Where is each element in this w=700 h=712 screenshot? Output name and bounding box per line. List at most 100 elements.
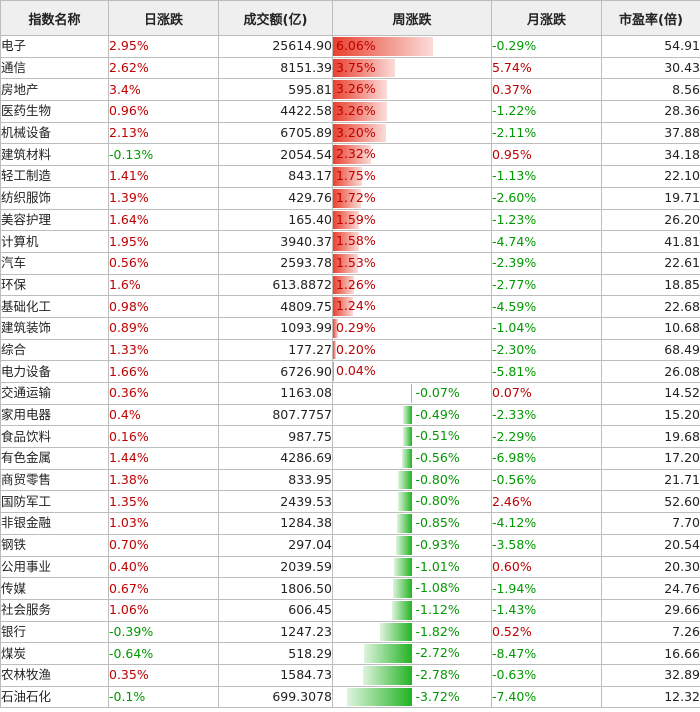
sector-name: 国防军工 bbox=[0, 490, 109, 514]
pe-ratio: 15.20 bbox=[601, 403, 700, 427]
week-change-bar bbox=[393, 579, 412, 598]
sector-name: 社会服务 bbox=[0, 598, 109, 622]
week-change-bar bbox=[398, 470, 412, 490]
pe-ratio: 18.85 bbox=[601, 273, 700, 297]
sector-name: 建筑材料 bbox=[0, 143, 109, 167]
week-change-cell: 1.75% bbox=[332, 165, 492, 188]
week-change-bar bbox=[333, 275, 354, 295]
trade-volume: 987.75 bbox=[218, 425, 333, 449]
week-change-value: -0.80% bbox=[415, 471, 460, 487]
sector-name: 交通运输 bbox=[0, 382, 109, 405]
table-row: 交通运输 0.36% 1163.08 -0.07% 0.07% 14.52 bbox=[0, 382, 700, 405]
trade-volume: 25614.90 bbox=[218, 35, 333, 58]
week-change-cell: -0.93% bbox=[332, 533, 492, 557]
week-change-cell: -1.12% bbox=[332, 598, 492, 622]
table-row: 基础化工 0.98% 4809.75 1.24% -4.59% 22.68 bbox=[0, 295, 700, 318]
week-change-bar bbox=[333, 58, 395, 78]
header-name: 指数名称 bbox=[0, 0, 109, 36]
week-change-cell: 6.06% bbox=[332, 35, 492, 58]
table-row: 建筑材料 -0.13% 2054.54 2.32% 0.95% 34.18 bbox=[0, 143, 700, 167]
month-change: 0.52% bbox=[491, 620, 602, 644]
week-change-cell: 2.32% bbox=[332, 143, 492, 167]
sector-name: 农林牧渔 bbox=[0, 663, 109, 687]
week-change-cell: -1.01% bbox=[332, 555, 492, 579]
week-change-bar bbox=[380, 622, 412, 642]
trade-volume: 165.40 bbox=[218, 208, 333, 232]
week-change-cell: -2.72% bbox=[332, 642, 492, 665]
month-change: -6.98% bbox=[491, 447, 602, 470]
pe-ratio: 22.10 bbox=[601, 165, 700, 188]
week-change-bar bbox=[333, 123, 386, 143]
month-change: 0.37% bbox=[491, 78, 602, 102]
trade-volume: 2593.78 bbox=[218, 251, 333, 275]
day-change: 3.4% bbox=[108, 78, 219, 102]
month-change: 5.74% bbox=[491, 56, 602, 80]
pe-ratio: 28.36 bbox=[601, 100, 700, 123]
table-row: 综合 1.33% 177.27 0.20% -2.30% 68.49 bbox=[0, 338, 700, 362]
week-change-value: -2.72% bbox=[415, 645, 460, 661]
week-change-value: 0.04% bbox=[336, 363, 376, 379]
day-change: 1.66% bbox=[108, 360, 219, 383]
trade-volume: 1584.73 bbox=[218, 663, 333, 687]
week-change-cell: 3.26% bbox=[332, 100, 492, 123]
trade-volume: 833.95 bbox=[218, 468, 333, 492]
week-change-bar bbox=[410, 384, 412, 403]
week-change-bar bbox=[397, 514, 412, 533]
week-change-bar bbox=[347, 687, 412, 707]
week-change-cell: -3.72% bbox=[332, 685, 492, 709]
day-change: 1.03% bbox=[108, 512, 219, 535]
week-change-cell: -1.08% bbox=[332, 577, 492, 600]
week-change-cell: 0.04% bbox=[332, 360, 492, 383]
week-change-value: -0.51% bbox=[415, 428, 460, 444]
pe-ratio: 24.76 bbox=[601, 577, 700, 600]
month-change: -7.40% bbox=[491, 685, 602, 709]
week-change-bar bbox=[363, 665, 412, 685]
day-change: 0.40% bbox=[108, 555, 219, 579]
day-change: 0.89% bbox=[108, 316, 219, 340]
table-row: 商贸零售 1.38% 833.95 -0.80% -0.56% 21.71 bbox=[0, 468, 700, 492]
header-week-change: 周涨跌 bbox=[332, 0, 492, 36]
month-change: -2.30% bbox=[491, 338, 602, 362]
week-change-cell: -0.49% bbox=[332, 403, 492, 427]
week-change-value: 3.26% bbox=[336, 81, 376, 97]
week-change-value: -0.80% bbox=[415, 493, 460, 509]
month-change: -5.81% bbox=[491, 360, 602, 383]
week-change-cell: 3.20% bbox=[332, 121, 492, 145]
trade-volume: 807.7757 bbox=[218, 403, 333, 427]
pe-ratio: 7.26 bbox=[601, 620, 700, 644]
day-change: 2.95% bbox=[108, 35, 219, 58]
week-change-value: 6.06% bbox=[336, 38, 376, 53]
pe-ratio: 32.89 bbox=[601, 663, 700, 687]
day-change: 1.06% bbox=[108, 598, 219, 622]
month-change: -0.29% bbox=[491, 35, 602, 58]
pe-ratio: 54.91 bbox=[601, 35, 700, 58]
week-change-bar bbox=[394, 557, 412, 577]
sector-name: 美容护理 bbox=[0, 208, 109, 232]
week-change-bar bbox=[333, 188, 362, 208]
week-change-cell: -0.07% bbox=[332, 382, 492, 405]
month-change: 0.95% bbox=[491, 143, 602, 167]
week-change-bar bbox=[333, 37, 433, 56]
pe-ratio: 12.32 bbox=[601, 685, 700, 709]
table-row: 医药生物 0.96% 4422.58 3.26% -1.22% 28.36 bbox=[0, 100, 700, 123]
week-change-cell: -2.78% bbox=[332, 663, 492, 687]
table-row: 国防军工 1.35% 2439.53 -0.80% 2.46% 52.60 bbox=[0, 490, 700, 514]
month-change: -1.04% bbox=[491, 316, 602, 340]
day-change: 0.36% bbox=[108, 382, 219, 405]
week-change-value: 1.24% bbox=[336, 298, 376, 314]
week-change-value: -3.72% bbox=[415, 688, 460, 704]
week-change-value: -0.56% bbox=[415, 450, 460, 466]
table-row: 房地产 3.4% 595.81 3.26% 0.37% 8.56 bbox=[0, 78, 700, 102]
month-change: -1.23% bbox=[491, 208, 602, 232]
pe-ratio: 21.71 bbox=[601, 468, 700, 492]
pe-ratio: 16.66 bbox=[601, 642, 700, 665]
week-change-value: 1.58% bbox=[336, 233, 376, 249]
day-change: 1.41% bbox=[108, 165, 219, 188]
trade-volume: 1284.38 bbox=[218, 512, 333, 535]
week-change-bar bbox=[333, 362, 334, 381]
day-change: -0.1% bbox=[108, 685, 219, 709]
pe-ratio: 10.68 bbox=[601, 316, 700, 340]
pe-ratio: 20.54 bbox=[601, 533, 700, 557]
sector-name: 房地产 bbox=[0, 78, 109, 102]
day-change: 1.33% bbox=[108, 338, 219, 362]
